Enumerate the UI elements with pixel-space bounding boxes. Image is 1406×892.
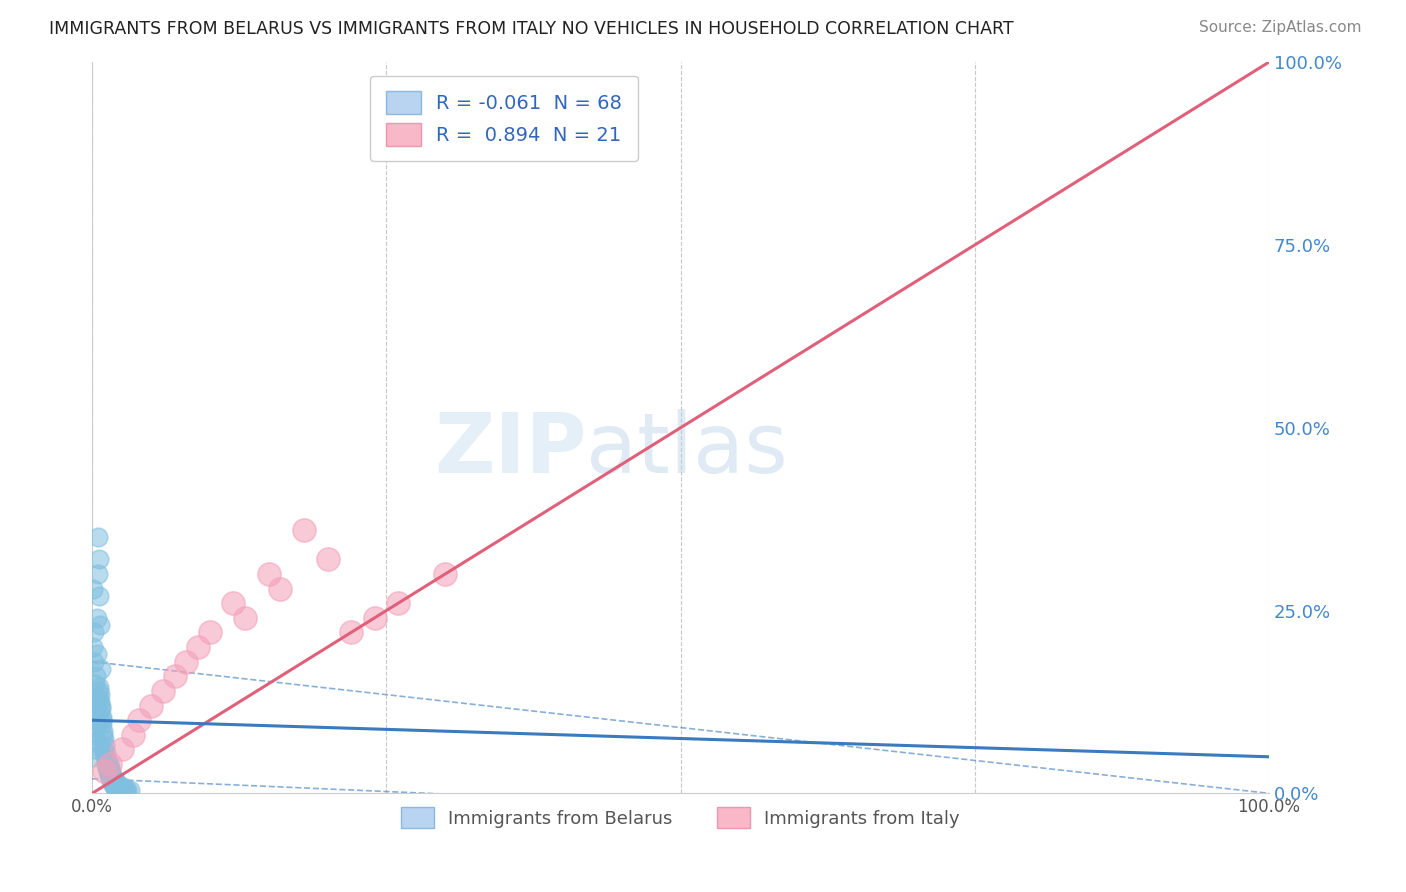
Point bbox=[115, 785, 138, 799]
Point bbox=[110, 779, 132, 793]
Point bbox=[87, 684, 110, 698]
Point bbox=[104, 775, 127, 789]
Point bbox=[233, 611, 256, 625]
Legend: Immigrants from Belarus, Immigrants from Italy: Immigrants from Belarus, Immigrants from… bbox=[394, 800, 967, 836]
Point bbox=[100, 764, 122, 779]
Point bbox=[91, 724, 114, 739]
Point bbox=[107, 778, 129, 792]
Point bbox=[104, 780, 127, 795]
Point bbox=[89, 589, 111, 603]
Point bbox=[103, 779, 125, 793]
Point bbox=[96, 746, 118, 760]
Point bbox=[94, 739, 117, 753]
Point bbox=[103, 773, 125, 788]
Point bbox=[86, 698, 108, 713]
Point bbox=[100, 775, 122, 789]
Point bbox=[87, 530, 110, 544]
Point bbox=[152, 684, 174, 698]
Point bbox=[118, 783, 141, 797]
Point bbox=[83, 676, 105, 690]
Point bbox=[83, 625, 105, 640]
Point bbox=[114, 781, 136, 796]
Point bbox=[83, 742, 105, 756]
Point bbox=[89, 695, 111, 709]
Point bbox=[84, 721, 107, 735]
Point bbox=[98, 757, 121, 772]
Point bbox=[82, 640, 104, 654]
Point bbox=[97, 757, 120, 772]
Point bbox=[87, 691, 110, 706]
Point bbox=[176, 655, 198, 669]
Text: ZIP: ZIP bbox=[434, 409, 586, 491]
Point bbox=[93, 731, 115, 746]
Point bbox=[434, 566, 457, 581]
Point bbox=[84, 669, 107, 683]
Point bbox=[94, 757, 117, 772]
Point bbox=[90, 698, 112, 713]
Point bbox=[96, 754, 118, 768]
Point bbox=[84, 735, 107, 749]
Point bbox=[101, 778, 124, 792]
Point bbox=[100, 772, 122, 786]
Point bbox=[105, 781, 128, 796]
Point bbox=[96, 761, 118, 775]
Point bbox=[117, 782, 139, 797]
Point bbox=[97, 764, 120, 779]
Point bbox=[93, 764, 115, 779]
Point bbox=[90, 713, 112, 727]
Point bbox=[108, 782, 131, 797]
Point bbox=[101, 768, 124, 782]
Point bbox=[93, 742, 115, 756]
Point bbox=[103, 772, 125, 786]
Point bbox=[86, 648, 108, 662]
Point bbox=[91, 728, 114, 742]
Point bbox=[387, 596, 409, 610]
Point bbox=[82, 749, 104, 764]
Text: atlas: atlas bbox=[586, 409, 789, 491]
Point bbox=[89, 681, 111, 695]
Point bbox=[86, 611, 108, 625]
Point bbox=[111, 780, 134, 795]
Point bbox=[198, 625, 221, 640]
Point bbox=[84, 713, 107, 727]
Point bbox=[90, 709, 112, 723]
Point bbox=[91, 717, 114, 731]
Point bbox=[89, 688, 111, 702]
Point bbox=[83, 728, 105, 742]
Point bbox=[110, 783, 132, 797]
Point bbox=[98, 761, 121, 775]
Point bbox=[87, 566, 110, 581]
Point bbox=[90, 702, 112, 716]
Point bbox=[87, 552, 110, 566]
Text: IMMIGRANTS FROM BELARUS VS IMMIGRANTS FROM ITALY NO VEHICLES IN HOUSEHOLD CORREL: IMMIGRANTS FROM BELARUS VS IMMIGRANTS FR… bbox=[49, 20, 1014, 37]
Point bbox=[269, 582, 291, 596]
Point bbox=[340, 625, 363, 640]
Point bbox=[98, 768, 121, 782]
Point bbox=[257, 566, 280, 581]
Point bbox=[90, 662, 112, 676]
Point bbox=[112, 784, 135, 798]
Point bbox=[82, 582, 104, 596]
Point bbox=[86, 706, 108, 720]
Point bbox=[222, 596, 245, 610]
Point bbox=[139, 698, 162, 713]
Point bbox=[89, 618, 111, 632]
Point bbox=[93, 749, 115, 764]
Point bbox=[316, 552, 339, 566]
Point bbox=[110, 742, 132, 756]
Point bbox=[292, 523, 315, 537]
Point bbox=[363, 611, 385, 625]
Point bbox=[122, 728, 145, 742]
Point bbox=[83, 655, 105, 669]
Point bbox=[187, 640, 209, 654]
Text: Source: ZipAtlas.com: Source: ZipAtlas.com bbox=[1198, 20, 1361, 35]
Point bbox=[84, 691, 107, 706]
Point bbox=[128, 713, 150, 727]
Point bbox=[163, 669, 186, 683]
